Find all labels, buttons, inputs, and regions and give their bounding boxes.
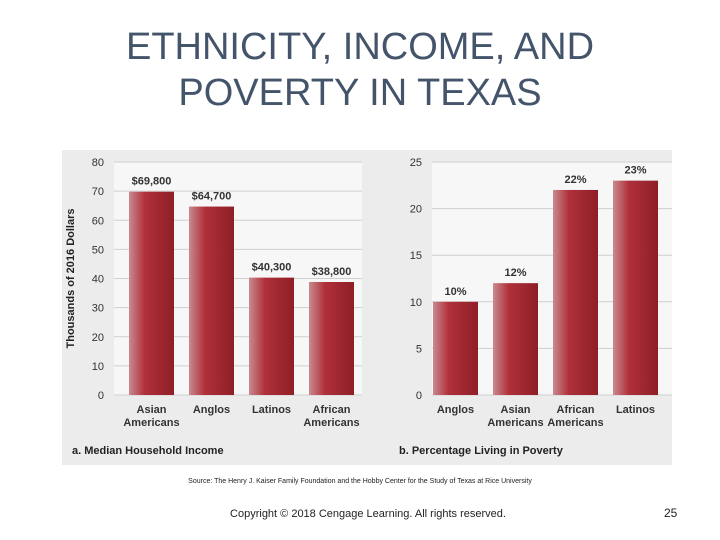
data-label: $40,300 (252, 262, 292, 274)
category-label: African (313, 404, 351, 416)
source-note: Source: The Henry J. Kaiser Family Found… (188, 478, 532, 485)
category-label: Anglos (193, 404, 230, 416)
y-tick-label: 40 (92, 274, 104, 286)
poverty-chart: 051015202510%Anglos12%AsianAmericans22%A… (399, 157, 672, 457)
y-tick-label: 10 (410, 297, 422, 309)
income-chart: 01020304050607080$69,800AsianAmericans$6… (65, 157, 362, 457)
data-label: 23% (624, 165, 646, 177)
y-tick-label: 60 (92, 215, 104, 227)
category-label: Americans (123, 417, 179, 429)
bar (613, 180, 658, 395)
category-label: Asian (137, 404, 167, 416)
bar (433, 301, 478, 395)
chart-caption: a. Median Household Income (72, 445, 224, 457)
category-label: Asian (501, 404, 531, 416)
bar (553, 189, 598, 395)
data-label: $64,700 (192, 191, 232, 203)
y-tick-label: 0 (416, 390, 422, 402)
category-label: Americans (303, 417, 359, 429)
y-tick-label: 20 (410, 204, 422, 216)
data-label: 10% (444, 286, 466, 298)
data-label: 22% (564, 174, 586, 186)
y-tick-label: 5 (416, 343, 422, 355)
slide-title-line-1: ETHNICITY, INCOME, AND (125, 26, 595, 68)
slide-title: ETHNICITY, INCOME, AND POVERTY IN TEXAS (0, 24, 720, 116)
category-label: Latinos (616, 404, 655, 416)
y-axis-label: Thousands of 2016 Dollars (65, 209, 77, 349)
y-tick-label: 30 (92, 303, 104, 315)
bar (129, 191, 174, 395)
y-tick-label: 15 (410, 250, 422, 262)
bar (249, 277, 294, 395)
y-tick-label: 25 (410, 157, 422, 169)
bar (189, 206, 234, 395)
bar (309, 281, 354, 395)
data-label: $38,800 (312, 266, 352, 278)
data-label: 12% (504, 267, 526, 279)
y-tick-label: 20 (92, 332, 104, 344)
y-tick-label: 10 (92, 361, 104, 373)
category-label: Latinos (252, 404, 291, 416)
category-label: African (557, 404, 595, 416)
y-tick-label: 0 (98, 390, 104, 402)
category-label: Anglos (437, 404, 474, 416)
slide-title-line-2: POVERTY IN TEXAS (178, 72, 542, 114)
figure-panel: 0 10 20 30 40 50 60 70 80 $69,800 Asian Americans $6… (62, 150, 672, 465)
page-number: 25 (664, 506, 678, 520)
bar (493, 283, 538, 395)
y-tick-label: 80 (92, 157, 104, 169)
category-label: Americans (547, 417, 603, 429)
chart-caption: b. Percentage Living in Poverty (399, 445, 564, 457)
y-tick-label: 70 (92, 186, 104, 198)
category-label: Americans (487, 417, 543, 429)
y-tick-label: 50 (92, 244, 104, 256)
copyright-text: Copyright © 2018 Cengage Learning. All r… (230, 508, 506, 520)
data-label: $69,800 (132, 176, 172, 188)
